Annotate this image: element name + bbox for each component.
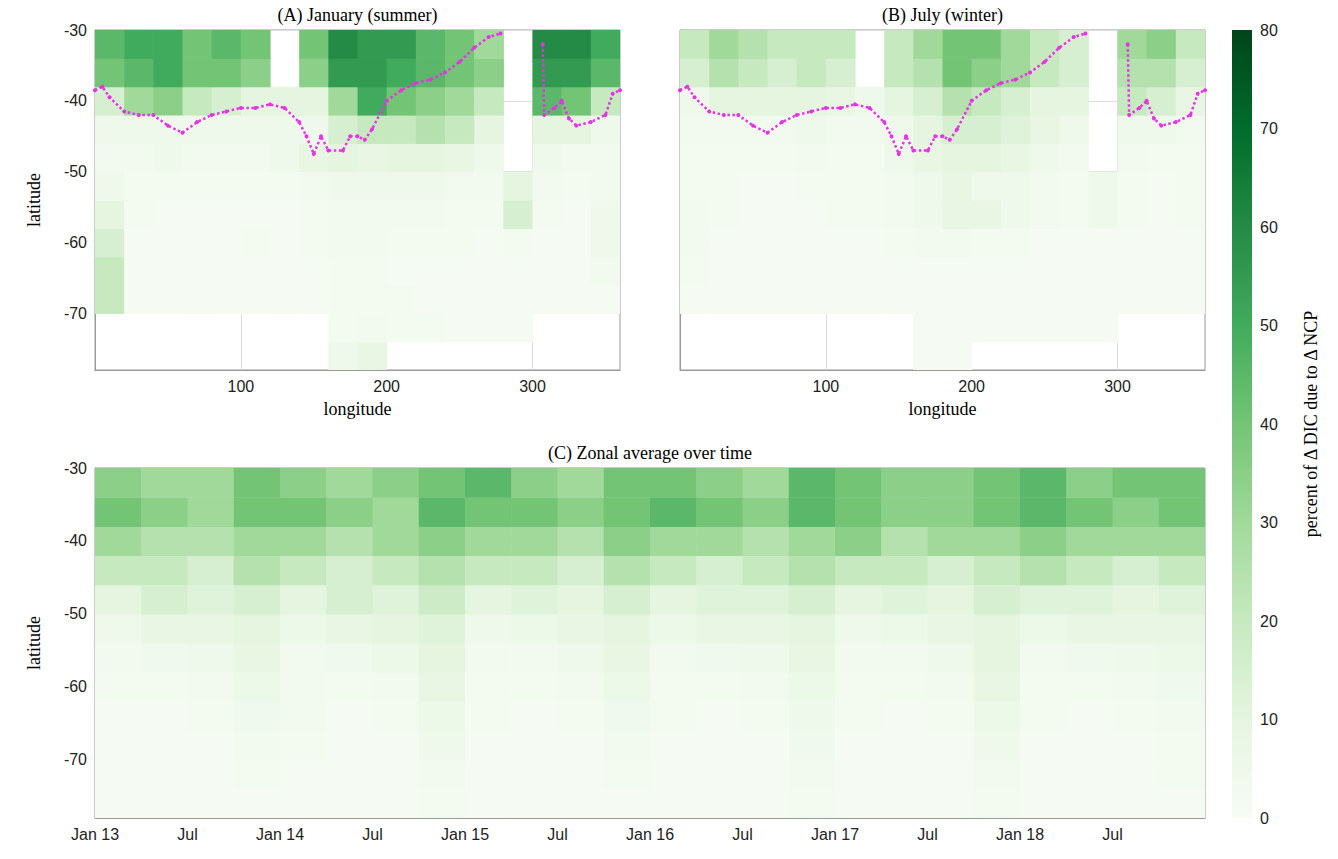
svg-text:(C) Zonal average over time: (C) Zonal average over time — [548, 443, 752, 464]
svg-text:Jan 14: Jan 14 — [256, 826, 304, 843]
svg-text:Jan 18: Jan 18 — [996, 826, 1044, 843]
svg-text:300: 300 — [1104, 378, 1131, 395]
svg-text:40: 40 — [1260, 416, 1278, 433]
svg-text:Jan 13: Jan 13 — [71, 826, 119, 843]
svg-text:0: 0 — [1260, 810, 1269, 827]
svg-text:100: 100 — [812, 378, 839, 395]
svg-text:-50: -50 — [64, 163, 87, 180]
svg-text:100: 100 — [227, 378, 254, 395]
svg-text:80: 80 — [1260, 22, 1278, 39]
svg-text:70: 70 — [1260, 120, 1278, 137]
svg-text:(A) January (summer): (A) January (summer) — [278, 5, 438, 26]
svg-text:latitude: latitude — [24, 616, 44, 670]
svg-text:Jul: Jul — [547, 826, 567, 843]
svg-text:Jul: Jul — [177, 826, 197, 843]
svg-text:-40: -40 — [64, 92, 87, 109]
svg-text:200: 200 — [958, 378, 985, 395]
svg-text:-60: -60 — [64, 234, 87, 251]
svg-text:50: 50 — [1260, 317, 1278, 334]
svg-text:-40: -40 — [64, 532, 87, 549]
svg-text:-60: -60 — [64, 678, 87, 695]
svg-text:60: 60 — [1260, 219, 1278, 236]
svg-text:Jan 17: Jan 17 — [811, 826, 859, 843]
svg-text:longitude: longitude — [324, 399, 392, 419]
svg-text:(B) July (winter): (B) July (winter) — [882, 5, 1003, 26]
svg-text:Jan 15: Jan 15 — [441, 826, 489, 843]
svg-text:-30: -30 — [64, 460, 87, 477]
svg-text:percent of Δ DIC due to Δ NCP: percent of Δ DIC due to Δ NCP — [1301, 311, 1321, 538]
svg-text:-70: -70 — [64, 305, 87, 322]
svg-text:-70: -70 — [64, 751, 87, 768]
svg-text:Jul: Jul — [362, 826, 382, 843]
svg-text:Jul: Jul — [1102, 826, 1122, 843]
svg-text:Jan 16: Jan 16 — [626, 826, 674, 843]
svg-text:20: 20 — [1260, 613, 1278, 630]
svg-text:Jul: Jul — [917, 826, 937, 843]
svg-text:30: 30 — [1260, 514, 1278, 531]
svg-text:latitude: latitude — [24, 173, 44, 227]
svg-text:10: 10 — [1260, 711, 1278, 728]
svg-text:-30: -30 — [64, 22, 87, 39]
svg-text:longitude: longitude — [909, 399, 977, 419]
svg-text:Jul: Jul — [732, 826, 752, 843]
svg-text:200: 200 — [373, 378, 400, 395]
svg-text:-50: -50 — [64, 605, 87, 622]
svg-text:300: 300 — [519, 378, 546, 395]
